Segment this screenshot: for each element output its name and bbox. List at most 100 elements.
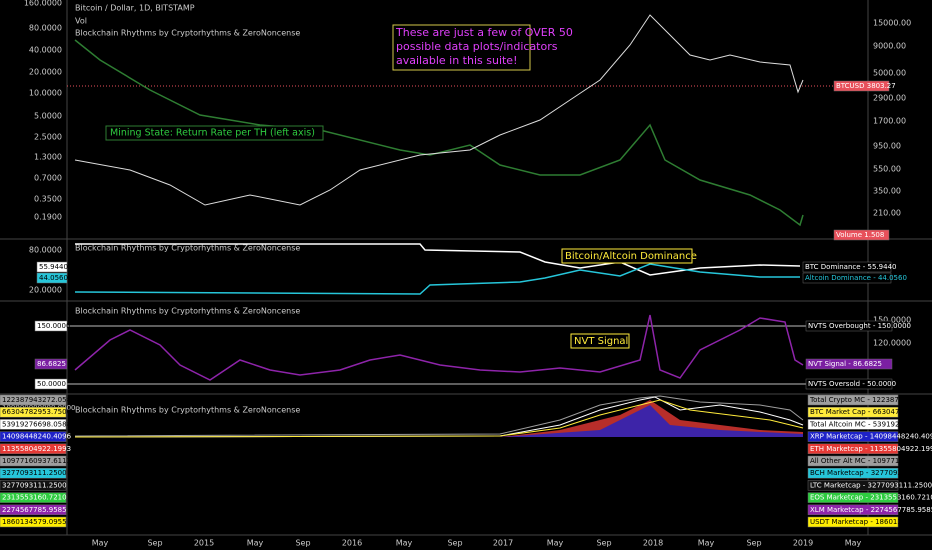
right-tick-label: 550.00	[873, 165, 901, 174]
tag-bg	[0, 516, 67, 528]
tag-label: ETH Marketcap	[810, 445, 863, 453]
tag-text: BTC Market Cap - 66304782953.7500	[810, 408, 932, 416]
price-tag: 3277093111.2500	[0, 467, 67, 479]
price-tag: BCH Marketcap - 3277093111.2500	[807, 467, 932, 479]
tag-label: All Other Alt MC	[810, 457, 866, 465]
price-tag: USDT Marketcap - 1860134579.0955	[807, 516, 932, 528]
tag-label: XRP Marketcap	[810, 433, 863, 441]
price-tag: XRP Marketcap - 14098448240.4096	[807, 431, 932, 442]
tag-bg	[807, 467, 899, 479]
alt-dominance-line	[74, 263, 800, 295]
tag-label: Total Altcoin MC	[809, 420, 866, 428]
right-tick-label: 210.00	[873, 209, 901, 218]
tag-value: 86.6825	[853, 360, 882, 368]
tag-value: 11355804922.1993	[870, 445, 932, 453]
tag-text: NVTS Overbought - 150.0000	[808, 322, 911, 330]
tag-bg	[802, 272, 892, 284]
tag-value: 3277093111.2500	[868, 481, 932, 489]
mining-line	[74, 39, 804, 227]
promo-line: These are just a few of OVER 50	[395, 26, 573, 39]
tag-text: 3277093111.2500	[2, 469, 67, 477]
tag-value: 44.0560	[878, 274, 907, 282]
price-tag: 3277093111.2500	[0, 480, 67, 491]
tag-bg	[807, 480, 899, 491]
dominance-annotation: Bitcoin/Altcoin Dominance	[565, 251, 697, 262]
price-tag: 2274567785.9585	[0, 504, 67, 516]
pane-title: Blockchain Rhythms by Cryptorhythms & Ze…	[75, 406, 300, 415]
tag-text: XLM Marketcap - 2274567785.9585	[810, 506, 932, 514]
x-tick-label: May	[396, 539, 413, 548]
tag-value: 2274567785.9585	[871, 506, 932, 514]
price-tag: 66304782953.7500	[0, 406, 71, 418]
tag-bg	[805, 358, 893, 370]
tag-value: 3277093111.2500	[871, 469, 932, 477]
tag-text: 55.9440	[39, 263, 68, 271]
tag-label: Total Crypto MC	[809, 396, 865, 404]
x-tick-label: 2016	[342, 539, 362, 548]
tag-text: XRP Marketcap - 14098448240.4096	[810, 433, 932, 441]
price-tag: ETH Marketcap - 11355804922.1993	[807, 443, 932, 455]
x-tick-label: Sep	[746, 539, 761, 548]
left-tick-label: 20.0000	[29, 286, 62, 295]
x-tick-label: 2018	[643, 539, 663, 548]
indicator: Blockchain Rhythms by Cryptorhythms & Ze…	[75, 29, 300, 38]
tag-text: 11355804922.1993	[2, 445, 71, 453]
tag-label: BCH Marketcap	[810, 469, 864, 477]
tag-value: 55.9440	[868, 263, 897, 271]
mc-line	[74, 399, 804, 438]
tag-text: 2313553160.7210	[2, 494, 67, 502]
tag-bg	[833, 229, 890, 241]
tag-bg	[805, 378, 893, 390]
tag-bg	[0, 419, 67, 430]
mining-annotation: Mining State: Return Rate per TH (left a…	[110, 128, 315, 139]
tag-text: NVT Signal - 86.6825	[808, 360, 882, 368]
tag-value: 150.0000	[878, 322, 911, 330]
promo-line: possible data plots/indicators	[396, 40, 558, 53]
tag-text: 44.0560	[39, 274, 68, 282]
tag-bg	[0, 443, 67, 455]
mc-area	[500, 405, 803, 437]
tag-bg	[34, 358, 68, 370]
tag-value: 122387943272.0588	[872, 396, 932, 404]
price-tag: 44.0560	[36, 272, 68, 284]
tag-bg	[807, 455, 899, 467]
tag-text: LTC Marketcap - 3277093111.2500	[810, 481, 932, 489]
right-tick-label: 9000.00	[873, 42, 906, 51]
price-tag: 86.6825	[34, 358, 68, 370]
tag-value: 14098448240.4096	[870, 433, 932, 441]
tag-bg	[807, 406, 899, 418]
tag-text: ETH Marketcap - 11355804922.1993	[810, 445, 932, 453]
price-tag: 53919276698.0588	[0, 419, 71, 430]
tag-text: Total Altcoin MC - 53919276698.0588	[809, 420, 932, 428]
tag-text: NVTS Oversold - 50.0000	[808, 380, 896, 388]
mining-box	[105, 125, 324, 141]
nvt-annotation: NVT Signal	[574, 336, 628, 347]
nvt-box	[570, 333, 630, 349]
tag-bg	[807, 431, 899, 442]
price-tag: BTC Market Cap - 66304782953.7500	[807, 406, 932, 418]
tag-text: 150.0000	[37, 322, 70, 330]
tag-bg	[807, 492, 899, 503]
price-tag: 122387943272.0588	[0, 394, 75, 406]
tag-text: BCH Marketcap - 3277093111.2500	[810, 469, 932, 477]
tag-value: 1860134579.0955	[875, 518, 932, 526]
price-tag: Altcoin Dominance - 44.0560	[802, 272, 907, 284]
tag-bg	[36, 272, 68, 284]
tag-label: NVTS Oversold	[808, 380, 860, 388]
tag-label: LTC Marketcap	[810, 481, 861, 489]
tag-value: 1.508	[864, 231, 884, 239]
x-tick-label: 2019	[793, 539, 813, 548]
right-tick-label: 150.0000	[873, 316, 911, 325]
left-tick-label: 0.3500	[34, 195, 62, 204]
tag-label: NVT Signal	[808, 360, 846, 368]
tag-text: EOS Marketcap - 2313553160.7210	[810, 494, 932, 502]
left-tick-label: 80.0000	[29, 246, 62, 255]
price-tag: NVT Signal - 86.6825	[805, 358, 893, 370]
right-tick-label: 2900.00	[873, 94, 906, 103]
tag-text: 3277093111.2500	[2, 481, 67, 489]
right-tick-label: 120.0000	[873, 339, 911, 348]
left-tick-label: 2.5000	[34, 133, 62, 142]
tag-label: Volume	[836, 231, 862, 239]
price-tag: Total Altcoin MC - 53919276698.0588	[807, 419, 932, 430]
